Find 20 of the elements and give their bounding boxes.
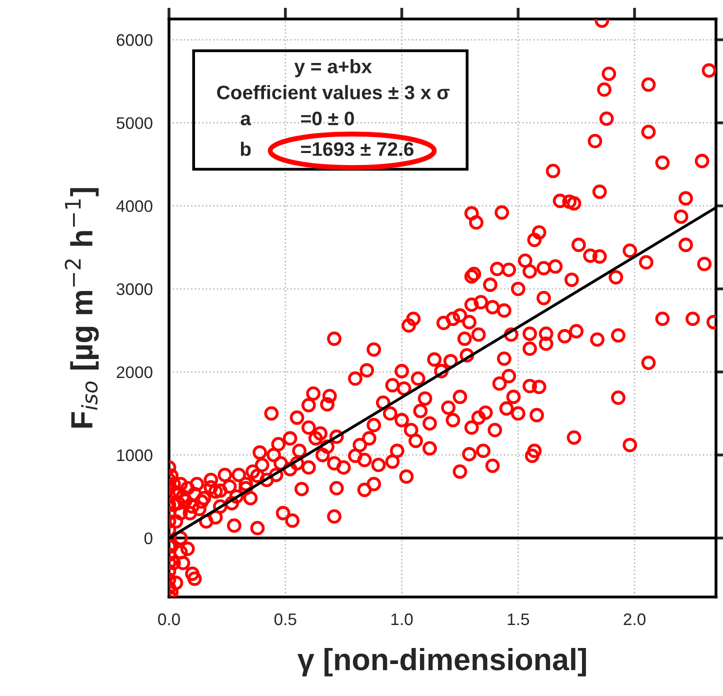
y-tick-label: 6000 bbox=[116, 34, 152, 46]
annotation: y = a+bx bbox=[294, 59, 372, 78]
x-tick-label: 0.0 bbox=[158, 613, 180, 626]
y-tick-label: 5000 bbox=[116, 117, 152, 130]
y-axis-title: F$_{iso}$ [µg m$^{−2}$ h$^{−1}$] bbox=[64, 188, 99, 428]
y-tick-label: 2000 bbox=[116, 366, 152, 378]
annotation: a bbox=[240, 114, 252, 126]
x-axis-title: γ [non-dimensional] bbox=[297, 648, 586, 676]
y-tick-label: 1000 bbox=[117, 449, 152, 462]
annotation: =0 ± 0 bbox=[301, 112, 354, 126]
x-tick-label: 1.0 bbox=[391, 613, 413, 626]
x-tick-label: 1.5 bbox=[508, 614, 530, 626]
x-tick-label: 2.0 bbox=[624, 613, 646, 626]
x-tick-label: 0.5 bbox=[274, 613, 296, 626]
y-tick-label: 0 bbox=[144, 532, 152, 544]
annotation: Coefficient values ± 3 x σ bbox=[217, 85, 450, 100]
annotation: =1693 ± 72.6 bbox=[301, 142, 414, 156]
y-tick-label: 3000 bbox=[116, 283, 152, 296]
y-tick-label: 4000 bbox=[116, 200, 152, 212]
annotation: b bbox=[240, 142, 251, 156]
